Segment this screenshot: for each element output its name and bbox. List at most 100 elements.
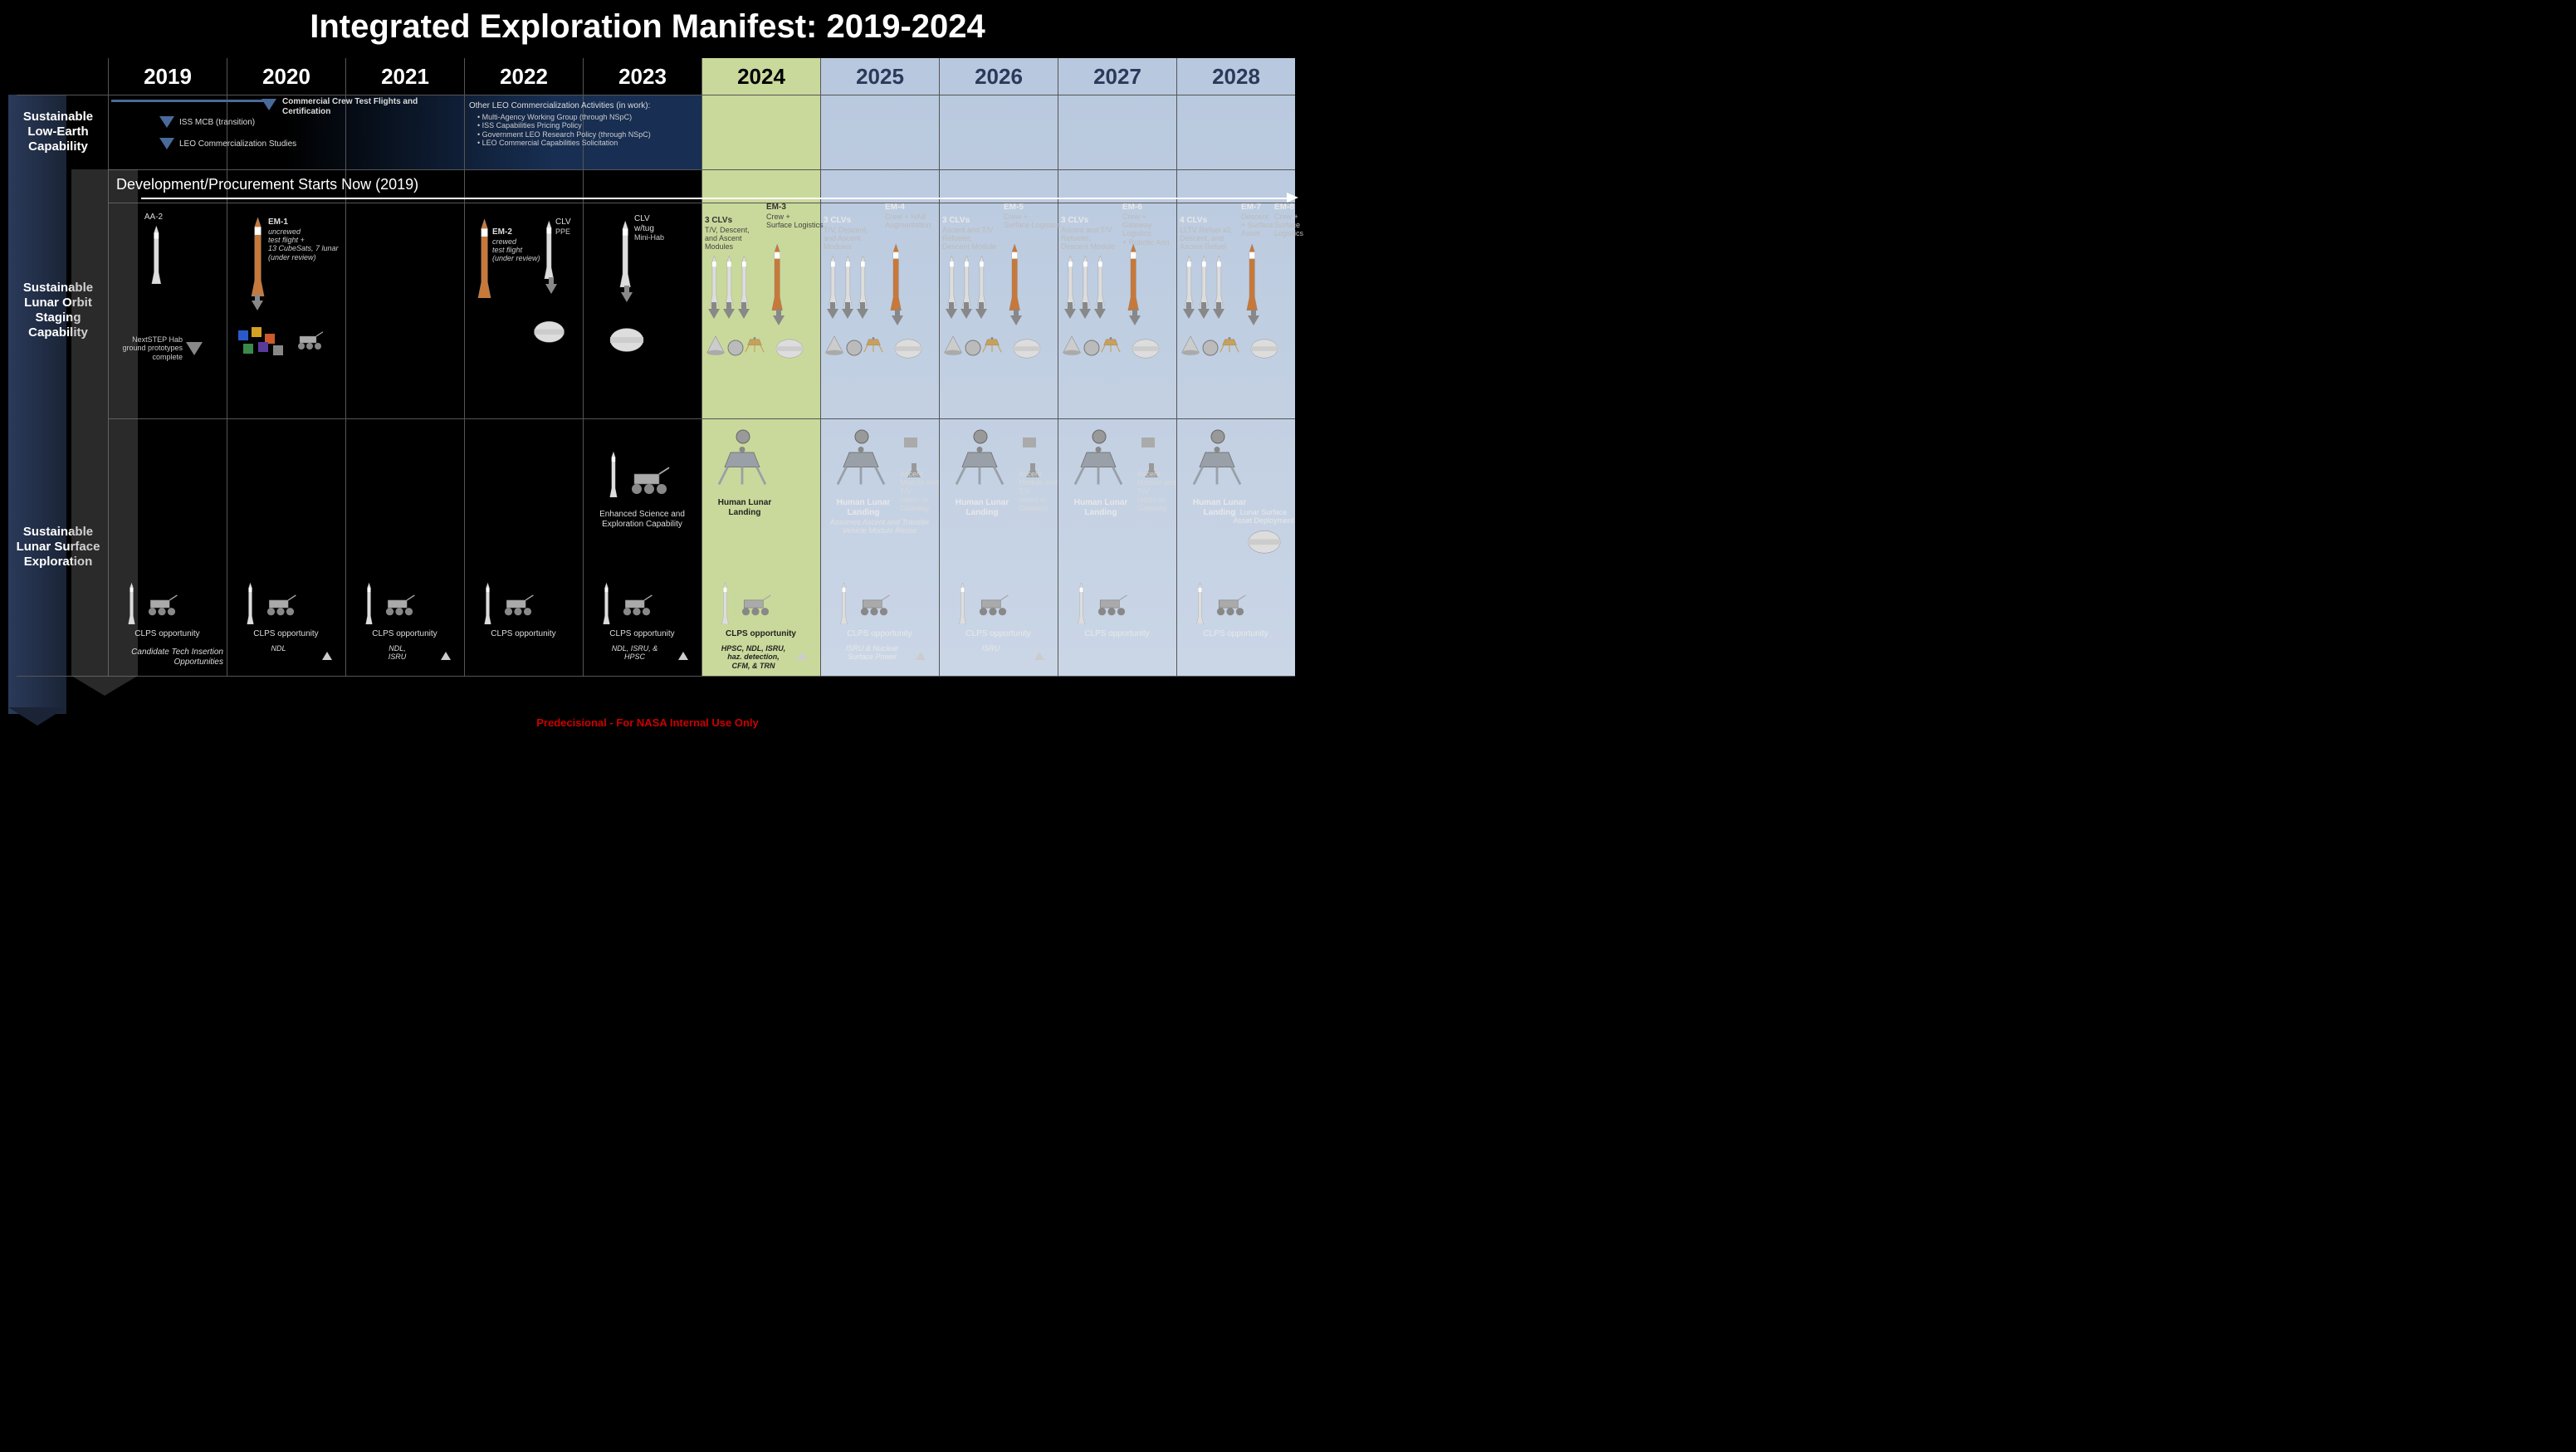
lander-icon	[713, 447, 771, 487]
leo-other-list: Multi-Agency Working Group (through NSpC…	[477, 113, 693, 147]
ring-icon	[726, 339, 745, 361]
ascent-module-icon	[1139, 435, 1157, 454]
arrow-down-icon	[975, 319, 987, 334]
tech-note: HPSC, NDL, ISRU, haz. detection, CFM, & …	[705, 644, 802, 670]
rocket	[616, 221, 634, 291]
ring-icon	[964, 339, 982, 361]
module	[606, 325, 648, 359]
up-arrow-icon	[678, 649, 688, 664]
rocket-icon	[1063, 256, 1078, 306]
vline	[345, 58, 346, 676]
rover-icon	[143, 594, 181, 618]
arrow-down-icon	[723, 319, 735, 334]
ring-icon	[1083, 339, 1101, 361]
rocket	[956, 583, 970, 628]
up-arrow-icon	[441, 649, 451, 664]
lander	[1188, 447, 1246, 491]
arrow-down-icon	[708, 319, 720, 334]
rocket	[606, 452, 621, 501]
hline	[108, 418, 1295, 419]
up-arrow-icon	[797, 649, 807, 664]
hline	[17, 676, 1295, 677]
lander-icon	[951, 447, 1009, 487]
leo-comm-triangle-icon	[159, 138, 174, 149]
rocket-icon	[736, 256, 752, 306]
timeline-grid: 2019202020212022202320242025202620272028…	[8, 58, 1295, 714]
rocket-icon	[721, 256, 737, 306]
rover-icon	[624, 467, 674, 496]
rocket-icon	[825, 256, 841, 306]
module-icon	[773, 337, 806, 360]
module-icon	[892, 337, 925, 360]
rocket	[718, 583, 732, 628]
rocket-icon	[148, 226, 165, 284]
rocket-icon	[974, 256, 990, 306]
clvs-label: 3 CLVsAscent and T/V Refueler, Descent M…	[1061, 216, 1127, 252]
landing-label: Human Lunar Landing	[822, 498, 905, 517]
capsule-icon	[1061, 335, 1083, 357]
rover	[143, 594, 181, 622]
year-header: 2023	[583, 58, 701, 95]
arrow-down-icon	[1198, 319, 1210, 334]
rocket-icon	[840, 256, 856, 306]
year-header: 2021	[345, 58, 464, 95]
rocket	[1074, 583, 1088, 628]
rocket-icon	[1092, 256, 1108, 306]
arrow-down-icon	[857, 319, 868, 334]
rover-icon	[974, 594, 1012, 618]
em-label: EM-6Crew + Gateway Logistics + Robotic A…	[1122, 203, 1180, 247]
rocket-icon	[959, 256, 975, 306]
capsule	[1180, 335, 1201, 361]
arrow-down-icon	[827, 319, 838, 334]
clv-label: CLVPPE	[555, 218, 589, 236]
rocket-icon	[1211, 256, 1227, 306]
arrow-down-icon	[545, 294, 557, 309]
rocket-icon	[125, 583, 139, 624]
ccrew-bar	[111, 100, 266, 102]
module-icon	[1248, 337, 1281, 360]
year-header: 2020	[227, 58, 345, 95]
rocket-icon	[247, 218, 268, 296]
rover-icon	[262, 594, 300, 618]
year-header: 2022	[464, 58, 583, 95]
iss-mcb-triangle-icon	[159, 116, 174, 128]
lander	[862, 337, 885, 358]
rocket-icon	[706, 256, 722, 306]
module	[892, 337, 925, 364]
rocket	[1243, 244, 1261, 315]
rocket-icon	[616, 221, 634, 287]
clps-label: CLPS opportunity	[1061, 629, 1173, 639]
rocket-icon	[1005, 244, 1024, 310]
dev-label: Development/Procurement Starts Now (2019…	[116, 176, 418, 193]
dev-arrow-icon	[1287, 193, 1298, 203]
capsule-icon	[1180, 335, 1201, 357]
rocket	[148, 226, 165, 288]
grey-band-arrow	[71, 676, 138, 696]
mission-label: AA-2	[133, 213, 174, 222]
tech-note: ISRU & Nuclear Surface Power	[824, 644, 921, 662]
rocket	[247, 218, 268, 301]
vline	[939, 58, 940, 676]
clvs-label: 3 CLVsT/V, Descent, and Ascent Modules	[824, 216, 890, 252]
clps-label: CLPS opportunity	[349, 629, 461, 639]
lander-icon	[743, 337, 766, 354]
rover-icon	[499, 594, 537, 618]
rover-icon	[293, 331, 326, 351]
rover	[293, 331, 326, 355]
landing-label: Human Lunar Landing	[941, 498, 1024, 517]
rocket-icon	[1181, 256, 1197, 306]
rover-icon	[736, 594, 775, 618]
leo-other-hdr: Other LEO Commercialization Activities (…	[469, 101, 650, 111]
module-icon	[1129, 337, 1162, 360]
lander-icon	[980, 337, 1004, 354]
arrow-down-icon	[252, 310, 263, 325]
lander-icon	[1218, 337, 1241, 354]
arrow-down-icon	[1094, 319, 1106, 334]
rover	[1092, 594, 1131, 622]
rover	[499, 594, 537, 622]
lander	[832, 447, 890, 491]
lander-icon	[1069, 447, 1127, 487]
rocket-icon	[837, 583, 851, 624]
up-arrow-icon	[916, 649, 926, 664]
rocket-icon	[768, 244, 786, 310]
